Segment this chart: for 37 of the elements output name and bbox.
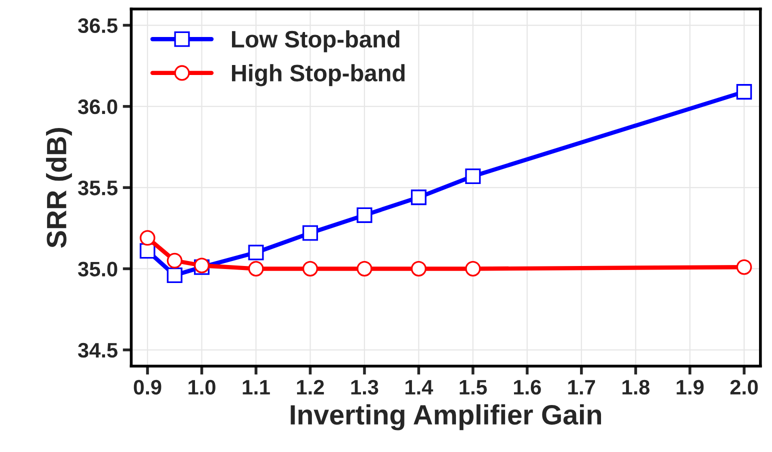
x-tick-label: 1.6 (514, 380, 541, 395)
point (140, 230, 156, 246)
legend-label: Low Stop-band (232, 30, 400, 52)
point (166, 267, 182, 284)
point (410, 260, 426, 277)
x-tick-label: 1.2 (297, 380, 324, 394)
x-tick-label: 1.1 (242, 380, 270, 394)
x-axis-title: Inverting Amplifier Gain (290, 404, 602, 430)
y-axis-title: SRR (dB) (46, 128, 72, 248)
point (736, 84, 752, 100)
y-tick-label: 34.5 (78, 342, 118, 358)
point (140, 243, 156, 259)
point (736, 259, 752, 275)
point (465, 168, 481, 184)
point (302, 225, 318, 241)
point (302, 260, 318, 277)
x-tick-label: 1.4 (406, 380, 434, 394)
point (410, 190, 426, 206)
y-tick-label: 35.5 (78, 180, 118, 196)
legend-label: High Stop-band (232, 64, 405, 86)
point (166, 252, 182, 268)
x-tick-label: 1.5 (460, 380, 487, 395)
point (248, 244, 264, 260)
y-tick-label: 35.0 (78, 262, 118, 277)
x-tick-label: 1.9 (676, 380, 704, 395)
x-tick-label: 1.7 (568, 380, 595, 394)
x-tick-label: 1.0 (188, 380, 216, 395)
point (356, 260, 372, 277)
point (248, 260, 264, 277)
y-tick-label: 36.5 (78, 18, 118, 34)
x-tick-label: 1.8 (622, 380, 650, 395)
x-tick-label: 1.3 (351, 380, 378, 395)
point (356, 207, 372, 223)
x-tick-label: 2.0 (730, 380, 758, 395)
x-tick-label: 0.9 (134, 380, 162, 395)
point (465, 260, 481, 277)
y-tick-label: 36.0 (78, 99, 118, 114)
